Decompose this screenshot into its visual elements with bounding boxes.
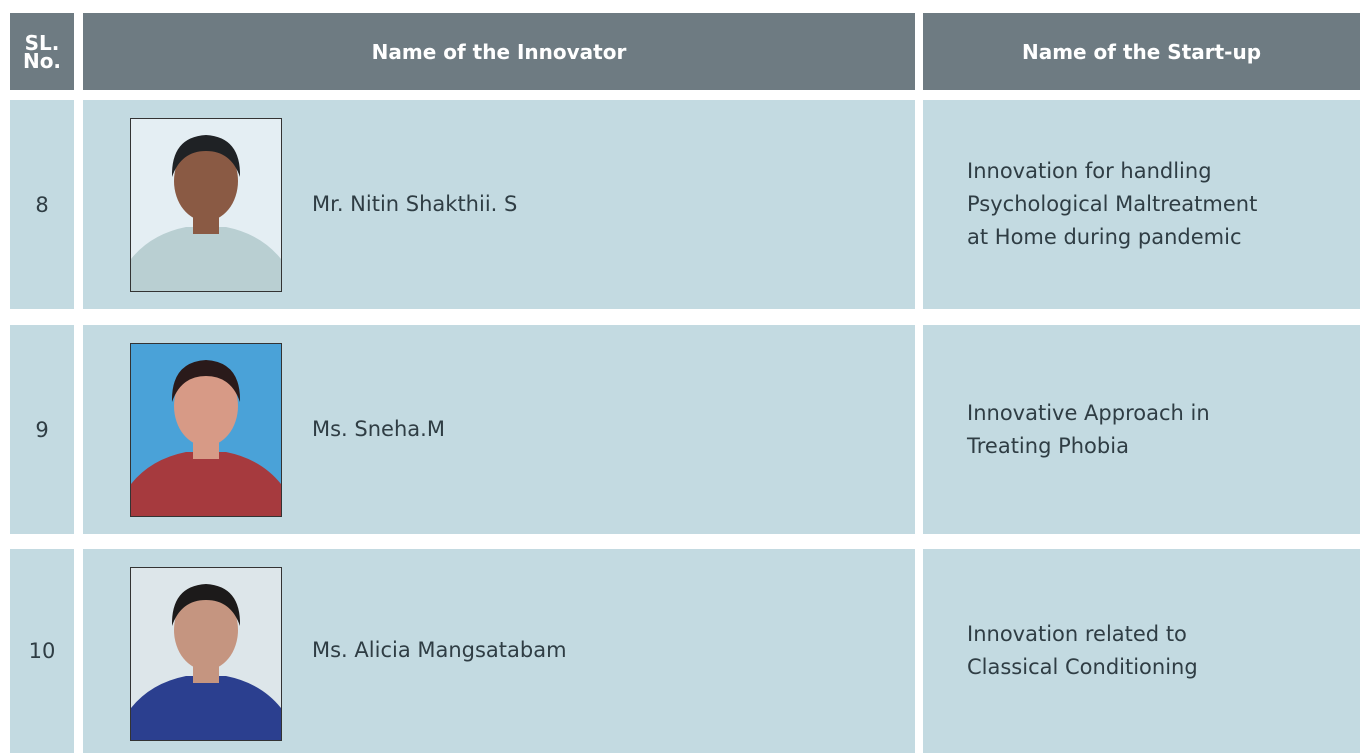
- portrait: [131, 568, 281, 740]
- innovator-cell: Ms. Alicia Mangsatabam: [83, 549, 915, 753]
- innovator-cell: Ms. Sneha.M: [83, 325, 915, 534]
- sl-number: 10: [10, 549, 74, 753]
- sl-number: 8: [10, 100, 74, 309]
- photo: [130, 343, 282, 517]
- startup-line: Treating Phobia: [967, 433, 1129, 458]
- startup-line: Innovative Approach in: [967, 400, 1210, 425]
- startup-name: Innovation for handling Psychological Mal…: [923, 100, 1360, 309]
- photo: [130, 567, 282, 741]
- header-startup: Name of the Start-up: [923, 13, 1360, 90]
- startup-line: Innovation for handling: [967, 159, 1212, 183]
- startup-line: Innovation related to: [967, 622, 1187, 646]
- innovator-name: Mr. Nitin Shakthii. S: [312, 191, 518, 216]
- sl-number: 9: [10, 325, 74, 534]
- header-innovator: Name of the Innovator: [83, 13, 915, 90]
- startup-line: Classical Conditioning: [967, 655, 1198, 679]
- startup-line: Psychological Maltreatment: [967, 192, 1258, 216]
- startup-line: at Home during pandemic: [967, 225, 1242, 249]
- innovator-name: Ms. Alicia Mangsatabam: [312, 638, 567, 662]
- portrait: [131, 344, 281, 516]
- portrait: [131, 119, 281, 291]
- startup-name: Innovative Approach in Treating Phobia: [923, 325, 1360, 534]
- innovator-name: Ms. Sneha.M: [312, 416, 445, 441]
- photo: [130, 118, 282, 292]
- startup-name: Innovation related to Classical Condition…: [923, 549, 1360, 753]
- innovator-cell: Mr. Nitin Shakthii. S: [83, 100, 915, 309]
- header-sl: SL. No.: [10, 13, 74, 90]
